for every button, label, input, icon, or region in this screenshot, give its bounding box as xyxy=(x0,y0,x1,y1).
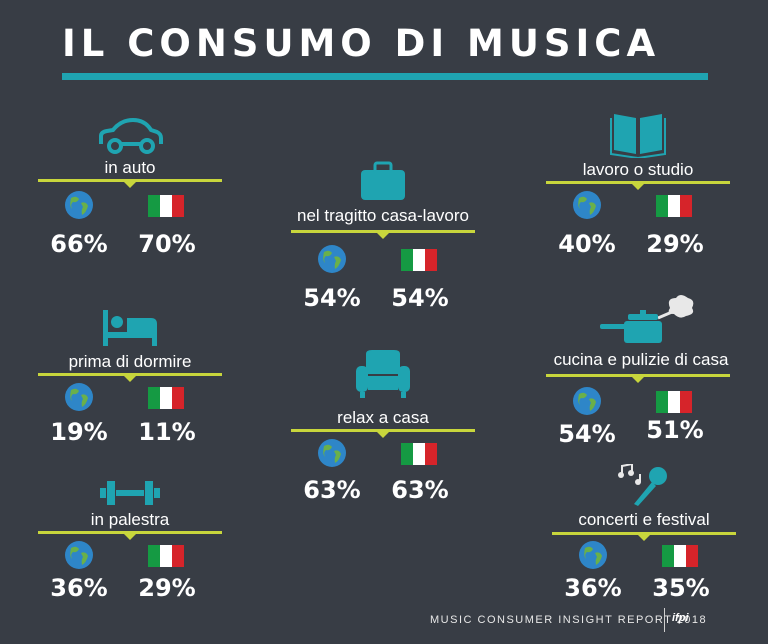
activity-label: lavoro o studio xyxy=(582,160,694,179)
footer-source: MUSIC CONSUMER INSIGHT REPORT 2018 xyxy=(430,614,708,626)
footer-divider xyxy=(664,608,665,632)
divider-notch xyxy=(124,376,136,382)
divider xyxy=(38,373,222,376)
divider xyxy=(38,531,222,534)
world-percentage: 40% xyxy=(558,230,616,258)
divider xyxy=(546,181,730,184)
title-underline xyxy=(62,73,708,80)
dumbbell-icon xyxy=(100,481,160,505)
activity-label: concerti e festival xyxy=(578,510,710,529)
italy-flag-icon xyxy=(662,545,698,567)
italy-flag-icon xyxy=(148,387,184,409)
italy-flag-icon xyxy=(148,195,184,217)
italy-flag-icon xyxy=(656,195,692,217)
divider-notch xyxy=(377,432,389,438)
world-percentage: 54% xyxy=(303,284,361,312)
divider-notch xyxy=(377,233,389,239)
globe-icon xyxy=(65,191,93,219)
car-icon xyxy=(99,117,163,154)
page-title: IL CONSUMO DI MUSICA xyxy=(62,22,661,65)
ifpi-logo: ifpi xyxy=(672,612,689,624)
globe-icon xyxy=(573,191,601,219)
world-percentage: 66% xyxy=(50,230,108,258)
world-percentage: 36% xyxy=(564,574,622,602)
globe-icon xyxy=(579,541,607,569)
activity-label: relax a casa xyxy=(337,408,429,427)
italy-percentage: 11% xyxy=(138,418,196,446)
italy-percentage: 51% xyxy=(646,416,704,444)
cooking-pot-icon xyxy=(600,295,694,343)
activity-label: prima di dormire xyxy=(68,352,192,371)
italy-flag-icon xyxy=(656,391,692,413)
globe-icon xyxy=(573,387,601,415)
armchair-icon xyxy=(356,350,410,398)
book-icon xyxy=(610,114,666,158)
globe-icon xyxy=(65,383,93,411)
divider-notch xyxy=(632,184,644,190)
italy-percentage: 54% xyxy=(391,284,449,312)
italy-percentage: 29% xyxy=(138,574,196,602)
activity-label: nel tragitto casa-lavoro xyxy=(297,206,469,225)
bed-icon xyxy=(103,310,157,346)
italy-percentage: 70% xyxy=(138,230,196,258)
italy-flag-icon xyxy=(148,545,184,567)
globe-icon xyxy=(318,245,346,273)
divider xyxy=(546,374,730,377)
world-percentage: 54% xyxy=(558,420,616,448)
divider-notch xyxy=(124,534,136,540)
activity-label: cucina e pulizie di casa xyxy=(553,350,729,369)
world-percentage: 63% xyxy=(303,476,361,504)
divider-notch xyxy=(638,535,650,541)
activity-label: in auto xyxy=(104,158,156,177)
activity-label: in palestra xyxy=(90,510,170,529)
divider-notch xyxy=(632,377,644,383)
italy-percentage: 29% xyxy=(646,230,704,258)
globe-icon xyxy=(318,439,346,467)
divider-notch xyxy=(124,182,136,188)
globe-icon xyxy=(65,541,93,569)
divider xyxy=(291,429,475,432)
microphone-icon xyxy=(618,464,667,506)
divider xyxy=(38,179,222,182)
divider xyxy=(291,230,475,233)
divider xyxy=(552,532,736,535)
italy-percentage: 35% xyxy=(652,574,710,602)
italy-percentage: 63% xyxy=(391,476,449,504)
world-percentage: 19% xyxy=(50,418,108,446)
world-percentage: 36% xyxy=(50,574,108,602)
briefcase-icon xyxy=(361,161,405,200)
italy-flag-icon xyxy=(401,443,437,465)
italy-flag-icon xyxy=(401,249,437,271)
